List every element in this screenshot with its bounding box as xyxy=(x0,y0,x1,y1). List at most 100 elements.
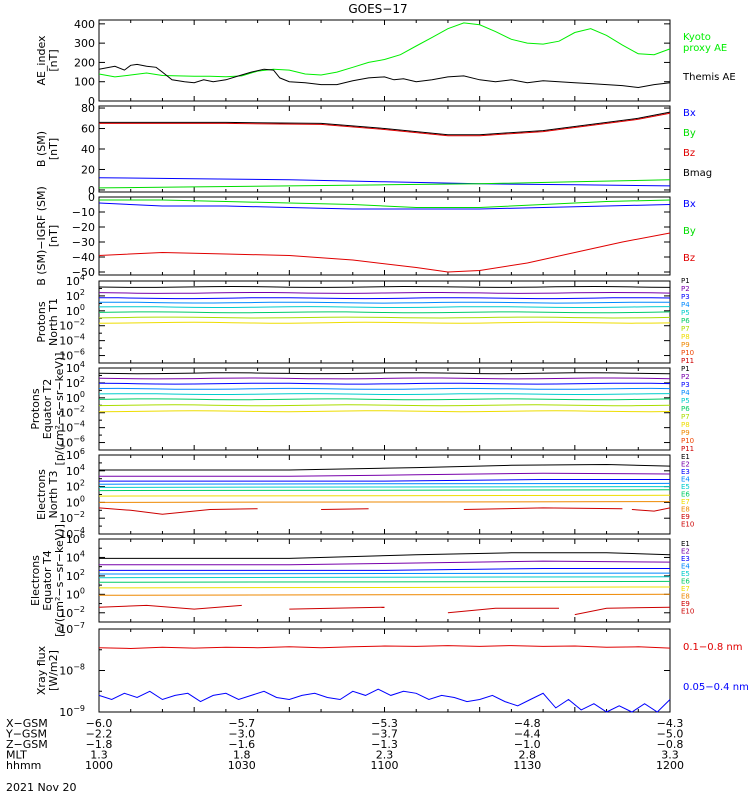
y-axis-label: [W/m2] xyxy=(47,650,60,691)
legend-item: P11 xyxy=(681,445,694,453)
series-p1 xyxy=(98,285,671,288)
y-tick-label: −40 xyxy=(72,251,95,264)
legend-item: Bz xyxy=(683,148,695,159)
x-axis-value: −4.4 xyxy=(514,728,541,741)
series-by xyxy=(98,179,671,189)
y-tick-label: 0 xyxy=(88,191,95,204)
y-tick-label: 102 xyxy=(66,568,85,583)
y-tick-label: 300 xyxy=(74,37,95,50)
y-tick-exponent: −8 xyxy=(73,663,85,672)
y-tick-exponent: −6 xyxy=(73,435,85,444)
legend-item: 0.1−0.8 nm xyxy=(683,642,742,653)
panel-frame xyxy=(98,367,671,451)
series-p3 xyxy=(98,297,671,300)
y-tick-label: 100 xyxy=(66,390,85,405)
y-tick-label: 40 xyxy=(81,143,95,156)
series-e9 xyxy=(98,507,258,515)
y-axis-label: Electrons xyxy=(29,555,42,606)
x-axis-value: −4.3 xyxy=(657,717,684,730)
legend-item: P11 xyxy=(681,357,694,365)
x-row-label: hhmm xyxy=(6,759,41,772)
panel-frame xyxy=(98,105,671,193)
legend-item: P10 xyxy=(681,349,694,357)
y-tick-exponent: 0 xyxy=(80,494,85,503)
series-by xyxy=(99,199,671,208)
y-axis-label: B (SM) xyxy=(35,131,48,167)
y-tick-base: 10 xyxy=(66,275,80,288)
y-tick-label: −50 xyxy=(72,266,95,279)
y-tick-exponent: −7 xyxy=(73,621,85,630)
x-axis-value: 1.3 xyxy=(90,749,108,762)
panel-frame xyxy=(98,19,671,102)
legend-item: Bz xyxy=(683,253,695,264)
series-0-05-0-4-nm xyxy=(98,688,671,713)
y-tick-exponent: 6 xyxy=(80,531,85,540)
panel-2: 0 20 40 60 80 B (SM) [nT] Bx By Bz Bmag xyxy=(35,102,712,197)
series-bx xyxy=(98,202,671,210)
y-tick-label: 20 xyxy=(81,163,95,176)
y-tick-label: 104 xyxy=(66,463,85,478)
y-tick-base: 10 xyxy=(59,512,73,525)
y-tick-base: 10 xyxy=(66,570,80,583)
y-tick-base: 10 xyxy=(66,533,80,546)
panel-3: 0 −10 −20 −30 −40 −50 B (SM)−IGRF (SM) [nT] Bx By… xyxy=(35,186,696,286)
x-axis-value: 3.3 xyxy=(661,749,679,762)
y-tick-label: 10−4 xyxy=(59,526,85,541)
y-tick-label: −20 xyxy=(72,221,95,234)
panel-frame xyxy=(98,454,671,535)
x-axis-value: −6.0 xyxy=(86,717,113,730)
series-e8 xyxy=(98,501,671,503)
legend-item: P10 xyxy=(681,437,694,445)
series-bz xyxy=(98,232,671,273)
y-axis-label: Equator T4 xyxy=(41,550,54,610)
legend-item: Bmag xyxy=(683,168,712,179)
x-axis-value: −5.3 xyxy=(371,717,398,730)
y-tick-label: −10 xyxy=(72,206,95,219)
x-axis-value: −4.8 xyxy=(514,717,541,730)
y-tick-label: 106 xyxy=(66,531,85,546)
series-p1 xyxy=(98,372,671,375)
legend-item: E5 xyxy=(681,570,690,578)
y-tick-base: 10 xyxy=(66,465,80,478)
x-axis-value: −1.3 xyxy=(371,738,398,751)
x-row-label: Y−GSM xyxy=(5,728,47,741)
legend-item: E8 xyxy=(681,593,690,601)
legend-item: P4 xyxy=(681,389,690,397)
y-tick-base: 10 xyxy=(66,496,80,509)
y-axis-label: Equator T2 xyxy=(41,379,54,439)
y-tick-exponent: −2 xyxy=(73,405,85,414)
panel-frame xyxy=(98,628,671,713)
series-p8 xyxy=(98,321,671,324)
series-e1 xyxy=(99,463,671,471)
y-tick-exponent: −4 xyxy=(73,526,85,535)
series-bmag xyxy=(99,111,671,136)
legend-item: E4 xyxy=(681,563,690,571)
legend-item: E10 xyxy=(681,521,694,529)
y-tick-base: 10 xyxy=(59,335,73,348)
legend-item: Bx xyxy=(683,199,696,210)
series-e3 xyxy=(99,479,670,482)
series-e3 xyxy=(99,568,670,571)
x-axis-value: −0.8 xyxy=(657,738,684,751)
legend-item: P8 xyxy=(681,421,690,429)
series-0-1-0-8-nm xyxy=(98,645,671,650)
y-tick-label: 10−7 xyxy=(59,621,85,636)
legend-item: P2 xyxy=(681,285,690,293)
y-tick-label: 10−4 xyxy=(59,333,85,348)
legend-item: E8 xyxy=(681,506,690,514)
y-tick-exponent: 0 xyxy=(80,303,85,312)
legend-item: Bx xyxy=(683,108,696,119)
y-axis-label: Electrons xyxy=(35,469,48,520)
y-tick-label: 10−6 xyxy=(59,348,85,363)
legend-item: P7 xyxy=(681,325,690,333)
x-axis-value: −1.8 xyxy=(86,738,113,751)
y-tick-label: 80 xyxy=(81,102,95,115)
y-tick-exponent: −2 xyxy=(73,510,85,519)
x-axis-value: 1100 xyxy=(371,759,399,772)
y-tick-base: 10 xyxy=(59,422,73,435)
series-e6 xyxy=(98,580,671,583)
legend-item: 0.05−0.4 nm xyxy=(683,682,749,693)
y-tick-base: 10 xyxy=(59,407,73,420)
legend-item: E2 xyxy=(681,461,690,469)
